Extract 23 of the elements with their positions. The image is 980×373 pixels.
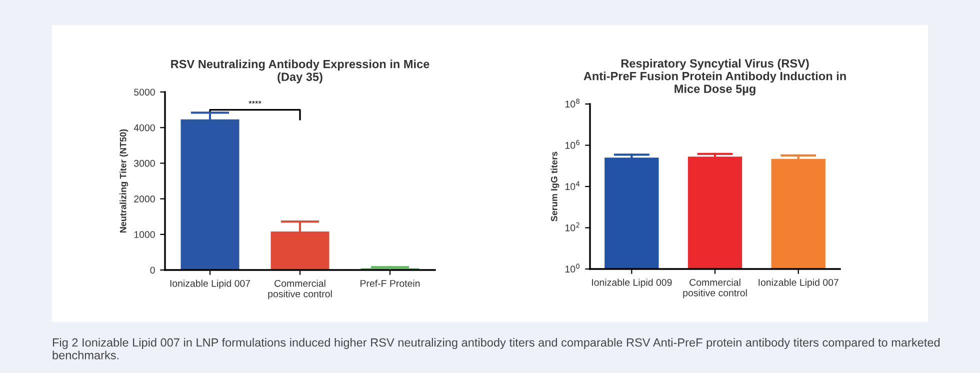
x-tick-label: Ionizable Lipid 009: [592, 278, 672, 288]
y-tick-label: 10$^{6}$: [565, 140, 580, 149]
y-tick-label: 5000: [134, 88, 155, 96]
x-tick-label: Commercial positive control: [268, 280, 332, 300]
y-axis-title: Neutralizing Titer (NT50): [120, 129, 128, 232]
x-tick-label: Ionizable Lipid 007: [170, 280, 250, 289]
y-axis-title: Serum IgG titers: [550, 152, 560, 222]
y-tick-label: 10$^{2}$: [565, 222, 580, 232]
y-tick-label: 2000: [134, 196, 155, 202]
y-tick-label: 10$^{8}$: [565, 98, 580, 108]
y-tick-label: 3000: [134, 160, 155, 167]
y-tick-label: 1000: [134, 231, 155, 238]
y-tick-label: 10$^{4}$: [565, 181, 580, 190]
annotation: ****: [248, 100, 262, 104]
y-tick-label: 10$^{0}$: [565, 264, 580, 273]
x-tick-label: Ionizable Lipid 007: [758, 278, 838, 288]
x-tick-label: Commercial positive control: [683, 278, 747, 298]
chart-title: Respiratory Syncytial Virus (RSV) Anti-PreF Fusion Protein Antibody Induction in Mice Dose 5µg: [584, 58, 846, 96]
y-tick-label: 4000: [134, 124, 155, 132]
chart-title: RSV Neutralizing Antibody Expression in Mice (Day 35): [171, 60, 430, 84]
x-tick-label: Pref-F Protein: [360, 280, 420, 287]
y-tick-label: 0: [150, 266, 155, 274]
caption: Fig 2 Ionizable Lipid 007 in LNP formulations induced higher RSV neutralizing antibody titers and comparable RSV Anti-PreF protein antibody titers compared to marketed benchmarks.: [52, 338, 940, 360]
